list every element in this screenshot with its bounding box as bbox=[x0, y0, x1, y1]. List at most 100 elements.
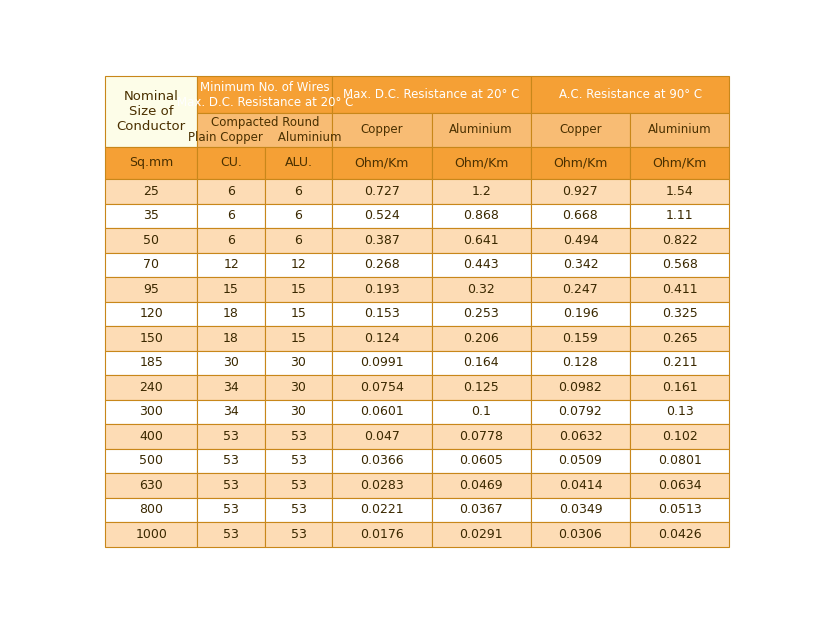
Text: Aluminium: Aluminium bbox=[648, 123, 711, 136]
Text: 0.124: 0.124 bbox=[364, 332, 400, 345]
Text: 185: 185 bbox=[139, 357, 163, 370]
Bar bbox=[531, 375, 630, 400]
Text: 15: 15 bbox=[291, 332, 306, 345]
Text: 0.927: 0.927 bbox=[562, 185, 598, 198]
Text: Ohm/Km: Ohm/Km bbox=[653, 156, 707, 170]
Bar bbox=[431, 400, 531, 424]
Bar bbox=[197, 424, 265, 449]
Text: Compacted Round
Plain Copper    Aluminium: Compacted Round Plain Copper Aluminium bbox=[188, 116, 342, 144]
Bar bbox=[332, 473, 431, 498]
Text: 0.0469: 0.0469 bbox=[459, 479, 503, 492]
Text: 0.0792: 0.0792 bbox=[558, 405, 602, 418]
Text: 0.0991: 0.0991 bbox=[360, 357, 404, 370]
Bar bbox=[197, 400, 265, 424]
Bar bbox=[431, 204, 531, 228]
Text: 0.0605: 0.0605 bbox=[459, 455, 503, 468]
Bar bbox=[105, 204, 197, 228]
Bar bbox=[332, 498, 431, 522]
Text: 0.0283: 0.0283 bbox=[360, 479, 404, 492]
Text: 0.159: 0.159 bbox=[562, 332, 598, 345]
Bar bbox=[531, 424, 630, 449]
Text: 0.32: 0.32 bbox=[467, 283, 495, 296]
Bar bbox=[531, 326, 630, 350]
Bar bbox=[197, 302, 265, 326]
Text: 0.641: 0.641 bbox=[463, 234, 499, 247]
Text: 500: 500 bbox=[139, 455, 163, 468]
Text: Copper: Copper bbox=[361, 123, 403, 136]
Text: 6: 6 bbox=[295, 185, 303, 198]
Text: 53: 53 bbox=[291, 430, 306, 443]
Bar bbox=[197, 228, 265, 252]
Bar bbox=[197, 77, 332, 113]
Bar bbox=[105, 302, 197, 326]
Bar bbox=[265, 277, 332, 302]
Text: 0.125: 0.125 bbox=[463, 381, 499, 394]
Text: 0.193: 0.193 bbox=[364, 283, 400, 296]
Text: 120: 120 bbox=[139, 307, 163, 320]
Bar bbox=[431, 424, 531, 449]
Text: 0.568: 0.568 bbox=[662, 259, 698, 271]
Bar bbox=[531, 449, 630, 473]
Text: 0.0367: 0.0367 bbox=[459, 503, 503, 516]
Bar bbox=[431, 350, 531, 375]
Text: 0.0632: 0.0632 bbox=[558, 430, 602, 443]
Bar bbox=[431, 375, 531, 400]
Text: Ohm/Km: Ohm/Km bbox=[355, 156, 409, 170]
Text: 53: 53 bbox=[291, 479, 306, 492]
Text: 12: 12 bbox=[291, 259, 306, 271]
Bar bbox=[332, 326, 431, 350]
Text: 70: 70 bbox=[143, 259, 159, 271]
Text: 0.268: 0.268 bbox=[364, 259, 400, 271]
Text: 630: 630 bbox=[139, 479, 163, 492]
Text: 0.868: 0.868 bbox=[463, 209, 499, 222]
Text: Ohm/Km: Ohm/Km bbox=[554, 156, 608, 170]
Bar bbox=[630, 302, 729, 326]
Bar bbox=[265, 252, 332, 277]
Bar bbox=[105, 228, 197, 252]
Bar bbox=[332, 449, 431, 473]
Bar bbox=[531, 498, 630, 522]
Text: 53: 53 bbox=[291, 503, 306, 516]
Text: 0.196: 0.196 bbox=[562, 307, 598, 320]
Bar bbox=[332, 179, 431, 204]
Text: Nominal
Size of
Conductor: Nominal Size of Conductor bbox=[116, 90, 186, 133]
Bar bbox=[197, 326, 265, 350]
Text: Sq.mm: Sq.mm bbox=[129, 156, 173, 170]
Bar bbox=[431, 326, 531, 350]
Text: Aluminium: Aluminium bbox=[449, 123, 513, 136]
Text: 6: 6 bbox=[295, 209, 303, 222]
Text: 0.411: 0.411 bbox=[662, 283, 698, 296]
Text: Minimum No. of Wires
Max. D.C. Resistance at 20° C: Minimum No. of Wires Max. D.C. Resistanc… bbox=[177, 81, 353, 109]
Text: 34: 34 bbox=[223, 405, 239, 418]
Bar bbox=[197, 375, 265, 400]
Text: 6: 6 bbox=[295, 234, 303, 247]
Bar bbox=[531, 252, 630, 277]
Text: 0.164: 0.164 bbox=[463, 357, 499, 370]
Bar bbox=[197, 252, 265, 277]
Text: 30: 30 bbox=[223, 357, 239, 370]
Text: 0.822: 0.822 bbox=[662, 234, 698, 247]
Bar bbox=[431, 147, 531, 179]
Text: 0.0801: 0.0801 bbox=[658, 455, 702, 468]
Text: 30: 30 bbox=[291, 357, 306, 370]
Text: 1000: 1000 bbox=[135, 528, 167, 541]
Text: 0.253: 0.253 bbox=[463, 307, 499, 320]
Text: 0.047: 0.047 bbox=[364, 430, 400, 443]
Bar bbox=[630, 179, 729, 204]
Text: 0.206: 0.206 bbox=[463, 332, 499, 345]
Text: 0.342: 0.342 bbox=[562, 259, 598, 271]
Text: 0.443: 0.443 bbox=[463, 259, 499, 271]
Text: 6: 6 bbox=[227, 185, 235, 198]
Text: 35: 35 bbox=[143, 209, 159, 222]
Text: 15: 15 bbox=[291, 283, 306, 296]
Bar bbox=[105, 473, 197, 498]
Bar bbox=[332, 252, 431, 277]
Bar bbox=[197, 449, 265, 473]
Bar bbox=[531, 302, 630, 326]
Text: 12: 12 bbox=[223, 259, 239, 271]
Text: 0.0366: 0.0366 bbox=[360, 455, 404, 468]
Text: 1.11: 1.11 bbox=[666, 209, 694, 222]
Text: 0.0306: 0.0306 bbox=[558, 528, 602, 541]
Text: 18: 18 bbox=[223, 332, 239, 345]
Bar bbox=[197, 522, 265, 547]
